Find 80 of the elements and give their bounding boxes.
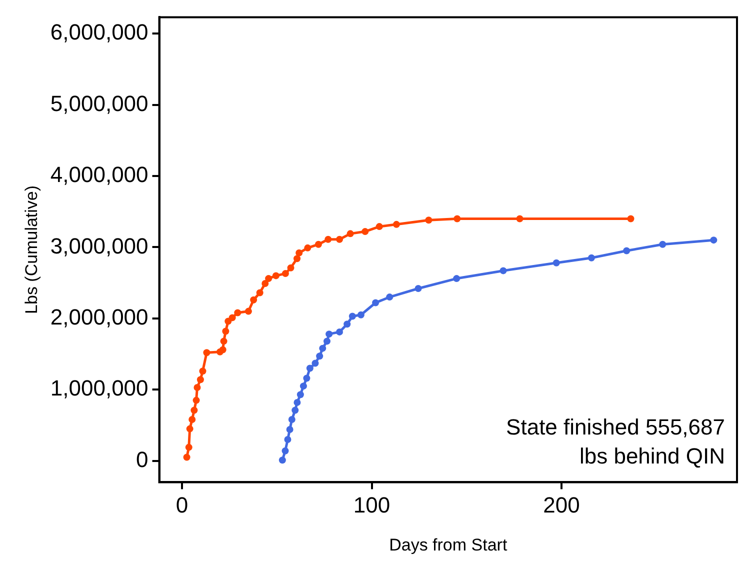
point — [326, 330, 333, 338]
point — [710, 236, 718, 244]
point — [282, 270, 289, 278]
point — [228, 314, 236, 322]
point — [300, 382, 307, 390]
point — [278, 456, 286, 464]
point — [220, 338, 228, 345]
point — [262, 280, 269, 288]
point — [336, 328, 344, 336]
point — [425, 216, 432, 224]
point — [357, 311, 364, 318]
point — [292, 406, 299, 414]
point — [296, 391, 304, 398]
point — [392, 220, 400, 228]
y-tick-label: 2,000,000 — [50, 304, 148, 330]
y-tick-label: 6,000,000 — [50, 20, 148, 45]
point — [282, 447, 289, 454]
y-tick-label: 4,000,000 — [50, 162, 148, 188]
y-tick-label: 3,000,000 — [50, 233, 148, 258]
point — [414, 285, 422, 292]
point — [284, 436, 292, 443]
point — [324, 236, 332, 243]
point — [376, 223, 383, 230]
point — [272, 272, 280, 280]
point — [516, 215, 524, 222]
point — [192, 396, 200, 404]
point — [250, 296, 258, 304]
point — [203, 349, 210, 356]
point — [344, 320, 351, 328]
x-tick-label: 100 — [353, 492, 390, 518]
point — [185, 444, 192, 451]
point — [265, 275, 272, 282]
point — [296, 249, 303, 256]
y-axis-title: Lbs (Cumulative) — [22, 185, 41, 314]
y-tick-label: 1,000,000 — [50, 376, 148, 401]
point — [588, 254, 595, 262]
y-tick-label: 0 — [136, 446, 148, 472]
point — [186, 425, 194, 432]
point — [294, 255, 301, 262]
x-tick-label: 0 — [176, 492, 188, 518]
point — [194, 384, 201, 391]
point — [627, 215, 634, 222]
point — [316, 352, 324, 360]
point — [287, 264, 294, 272]
point — [336, 236, 344, 243]
point — [303, 374, 310, 382]
point — [386, 294, 394, 301]
point — [453, 275, 460, 282]
point — [552, 259, 560, 266]
x-axis-title: Days from Start — [389, 535, 508, 554]
y-tick-label: 5,000,000 — [50, 90, 148, 116]
point — [244, 308, 252, 315]
point — [306, 364, 314, 372]
x-tick-label: 200 — [543, 492, 580, 518]
point — [196, 376, 204, 384]
point — [256, 289, 264, 296]
point — [183, 454, 190, 461]
point — [372, 299, 380, 306]
point — [323, 338, 330, 345]
point — [304, 244, 312, 252]
point — [454, 215, 461, 222]
point — [659, 240, 666, 248]
point — [314, 240, 322, 248]
point — [219, 346, 226, 354]
point — [294, 398, 301, 406]
point — [222, 328, 230, 335]
point — [623, 247, 630, 254]
point — [288, 416, 296, 424]
point — [188, 416, 196, 424]
point — [199, 368, 206, 375]
point — [346, 230, 354, 238]
point — [234, 309, 242, 316]
point — [348, 312, 356, 320]
annotation: State finished 555,687 lbs behind QIN — [506, 414, 725, 468]
point — [312, 360, 319, 367]
point — [190, 406, 198, 414]
point — [286, 426, 294, 434]
point — [319, 344, 326, 352]
point — [500, 267, 507, 274]
point — [362, 228, 369, 236]
